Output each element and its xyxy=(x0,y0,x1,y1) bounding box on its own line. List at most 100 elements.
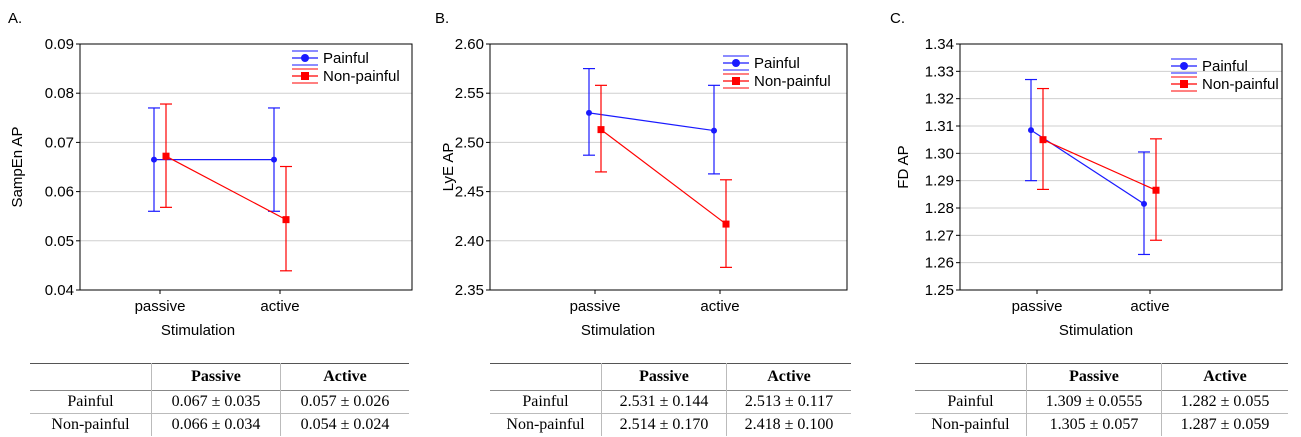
header-cell-passive: Passive xyxy=(1026,363,1162,391)
legend-label: Painful xyxy=(1202,58,1248,75)
header-cell-blank xyxy=(915,364,1027,391)
stats-table: Passive Active Painful 0.067 ± 0.035 0.0… xyxy=(30,363,409,436)
table-row: Painful 1.309 ± 0.0555 1.282 ± 0.055 xyxy=(915,390,1288,414)
header-cell-passive: Passive xyxy=(601,363,727,391)
legend-marker xyxy=(1180,62,1188,70)
series-line xyxy=(1042,139,1157,191)
cell-value: 1.309 ± 0.0555 xyxy=(1026,390,1162,414)
y-axis-label: SampEn AP xyxy=(9,127,26,208)
y-tick-label: 2.55 xyxy=(455,85,484,102)
row-label: Painful xyxy=(947,393,994,410)
y-tick-label: 0.09 xyxy=(45,36,74,53)
cell-value: 0.067 ± 0.035 xyxy=(151,390,281,414)
stats-table: Passive Active Painful 1.309 ± 0.0555 1.… xyxy=(915,363,1288,436)
cell-value: 2.531 ± 0.144 xyxy=(601,390,727,414)
chart-fd-ap: 1.25 1.26 1.27 1.28 1.29 1.30 1.31 1.32 1.33 1.34… xyxy=(895,36,1283,339)
stats-table: Passive Active Painful 2.531 ± 0.144 2.5… xyxy=(490,363,851,436)
row-label: Painful xyxy=(67,393,114,410)
y-tick-label: 1.29 xyxy=(925,173,954,190)
x-tick-label: active xyxy=(1130,298,1169,315)
x-axis-label: Stimulation xyxy=(1059,322,1133,339)
chart-lye-ap: 2.35 2.40 2.45 2.50 2.55 2.60 passive active Sti… xyxy=(440,36,848,339)
y-tick-label: 2.50 xyxy=(455,134,484,151)
table-header-row: Passive Active xyxy=(490,363,851,391)
table-row: Non-painful 0.066 ± 0.034 0.054 ± 0.024 xyxy=(30,413,409,436)
header-cell-passive: Passive xyxy=(151,363,281,391)
cell-value: 1.305 ± 0.057 xyxy=(1026,413,1162,436)
table-header-row: Passive Active xyxy=(915,363,1288,391)
series-line xyxy=(588,112,715,132)
row-label: Non-painful xyxy=(506,416,585,433)
panel-label: B. xyxy=(435,10,450,27)
legend-label: Non-painful xyxy=(1202,76,1279,93)
y-tick-label: 1.31 xyxy=(925,118,954,135)
y-axis-label: FD AP xyxy=(895,145,912,188)
plot-frame xyxy=(959,43,1283,291)
header-cell-blank xyxy=(490,364,602,391)
table-row: Painful 2.531 ± 0.144 2.513 ± 0.117 xyxy=(490,390,851,414)
legend-label: Painful xyxy=(323,50,369,67)
x-tick-label: passive xyxy=(135,298,186,315)
row-label: Non-painful xyxy=(931,416,1010,433)
cell-value: 2.514 ± 0.170 xyxy=(601,413,727,436)
y-tick-label: 1.33 xyxy=(925,63,954,80)
data-point xyxy=(586,109,592,116)
table-row: Non-painful 1.305 ± 0.057 1.287 ± 0.059 xyxy=(915,413,1288,436)
data-point xyxy=(1039,136,1047,144)
cell-value: 0.066 ± 0.034 xyxy=(151,413,281,436)
y-tick-label: 0.08 xyxy=(45,85,74,102)
table-header-row: Passive Active xyxy=(30,363,409,391)
legend-marker xyxy=(301,72,309,80)
y-tick-label: 0.07 xyxy=(45,134,74,151)
panel-label: C. xyxy=(890,10,905,27)
data-point xyxy=(282,216,290,224)
cell-value: 1.282 ± 0.055 xyxy=(1161,390,1288,414)
y-tick-label: 2.45 xyxy=(455,184,484,201)
y-tick-label: 0.05 xyxy=(45,233,74,250)
y-tick-label: 1.27 xyxy=(925,227,954,244)
cell-value: 0.057 ± 0.026 xyxy=(280,390,409,414)
series-line xyxy=(600,129,727,225)
header-cell-active: Active xyxy=(726,363,851,391)
legend-label: Non-painful xyxy=(323,68,400,85)
panel-b: B. 2.35 2.40 2.45 2.50 2.55 2.60 passive active… xyxy=(435,0,865,437)
y-tick-label: 2.40 xyxy=(455,233,484,250)
header-cell-active: Active xyxy=(1161,363,1288,391)
table-row: Non-painful 2.514 ± 0.170 2.418 ± 0.100 xyxy=(490,413,851,436)
data-point xyxy=(1028,127,1034,134)
y-axis-label: LyE AP xyxy=(440,143,457,192)
x-axis-label: Stimulation xyxy=(161,322,235,339)
legend-marker xyxy=(732,59,740,67)
x-tick-label: active xyxy=(260,298,299,315)
data-point xyxy=(151,156,157,163)
series-line xyxy=(165,155,287,221)
legend-label: Non-painful xyxy=(754,73,831,90)
y-tick-label: 1.25 xyxy=(925,282,954,299)
y-tick-label: 1.28 xyxy=(925,200,954,217)
cell-value: 2.513 ± 0.117 xyxy=(726,390,851,414)
data-point xyxy=(711,127,717,134)
x-tick-label: passive xyxy=(570,298,621,315)
data-point xyxy=(722,220,730,228)
x-tick-label: passive xyxy=(1012,298,1063,315)
legend-marker xyxy=(732,77,740,85)
data-point xyxy=(271,156,277,163)
y-tick-label: 1.32 xyxy=(925,91,954,108)
plot-frame xyxy=(489,43,848,291)
legend-marker xyxy=(1180,80,1188,88)
legend-marker xyxy=(301,54,309,62)
cell-value: 0.054 ± 0.024 xyxy=(280,413,409,436)
data-point xyxy=(597,126,605,134)
x-tick-label: active xyxy=(700,298,739,315)
panel-a: A. 0.04 0.05 0.06 0.07 0.08 0.09 passive active… xyxy=(0,0,430,437)
panel-c: C. 1.25 1.26 1.27 1.28 1.29 1.30 1.31 1.32 1.33 1… xyxy=(870,0,1300,437)
y-tick-label: 1.30 xyxy=(925,145,954,162)
data-point xyxy=(1152,186,1160,194)
y-tick-label: 1.34 xyxy=(925,36,954,53)
y-tick-label: 2.35 xyxy=(455,282,484,299)
y-tick-label: 2.60 xyxy=(455,36,484,53)
y-tick-label: 1.26 xyxy=(925,255,954,272)
